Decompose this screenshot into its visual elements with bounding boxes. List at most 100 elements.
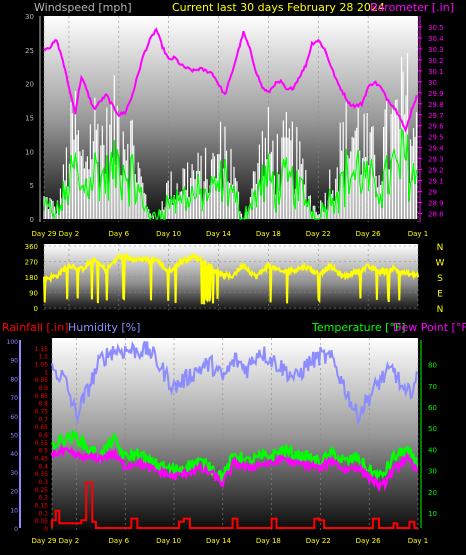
rainfall-tick-label: 0.85 (35, 393, 49, 400)
temperature-tick-label: 10 (428, 510, 437, 518)
humidity-axis-title: Humidity [%] (68, 321, 140, 334)
barometer-tick-label: 30.1 (428, 68, 444, 76)
rainfall-tick-label: 0.5 (38, 448, 48, 455)
temperature-tick-label: 50 (428, 425, 437, 433)
barometer-tick-label: 29.6 (428, 123, 444, 131)
barometer-tick-label: 29.4 (428, 145, 444, 153)
barometer-tick-label: 29.9 (428, 90, 444, 98)
rainfall-tick-label: 0.1 (38, 510, 48, 517)
temperature-line (51, 429, 419, 482)
rainfall-tick-label: 0.9 (38, 385, 48, 392)
temperature-tick-label: 70 (428, 383, 437, 391)
windspeed-tick-label: 30 (25, 13, 34, 21)
humidity-series (51, 340, 418, 427)
barometer-tick-label: 29.7 (428, 112, 444, 120)
barometer-tick-label: 29.1 (428, 178, 444, 186)
x-tick-label-bottom: Day 14 (206, 537, 232, 545)
humidity-tick-label: 70 (10, 395, 18, 402)
rainfall-tick-label: 0.65 (35, 424, 49, 431)
rainfall-axis-title: Rainfall [.in] (2, 321, 69, 334)
axis-tick-labels: 05101520253028.828.92929.129.229.329.429… (7, 13, 445, 545)
x-tick-label-top: Day 2 (59, 230, 80, 238)
temperature-tick-label: 80 (428, 362, 437, 370)
barometer-tick-label: 29.8 (428, 101, 444, 109)
x-tick-label-top: Day 1 (408, 230, 429, 238)
barometer-tick-label: 29.2 (428, 167, 444, 175)
rainfall-tick-label: 0.95 (35, 377, 49, 384)
humidity-tick-label: 10 (10, 507, 18, 514)
humidity-line (51, 340, 418, 427)
rainfall-tick-label: 0.35 (35, 471, 49, 478)
x-tick-label-top: Day 10 (156, 230, 181, 238)
barometer-tick-label: 28.8 (428, 211, 444, 219)
x-tick-label-bottom: Day 1 (408, 537, 429, 545)
direction-tick-label: 90 (29, 290, 38, 298)
windspeed-tick-label: 10 (25, 148, 34, 156)
windspeed-tick-label: 5 (30, 182, 34, 190)
dew-point-line (50, 442, 419, 493)
rainfall-tick-label: 0.55 (35, 440, 49, 447)
humidity-tick-label: 50 (10, 433, 18, 440)
rainfall-tick-label: 0.75 (35, 409, 49, 416)
x-tick-label-top: Day 22 (306, 230, 331, 238)
x-tick-label-top: Day 6 (109, 230, 130, 238)
temperature-axis-title: Temperature [°F] (311, 321, 406, 334)
humidity-tick-label: 30 (10, 470, 18, 477)
windspeed-axis-title: Windspeed [mph] (34, 1, 132, 14)
wind-direction-series (43, 251, 419, 305)
barometer-tick-label: 29 (428, 189, 437, 197)
humidity-tick-label: 80 (10, 376, 18, 383)
direction-compass-label: W (436, 259, 445, 269)
direction-compass-label: N (437, 305, 444, 315)
direction-tick-label: 0 (34, 305, 38, 313)
dew-point-axis-title: Dew Point [°F] (393, 321, 466, 334)
x-tick-label-bottom: Day 29 (32, 537, 57, 545)
rainfall-tick-label: 1.1 (38, 354, 48, 361)
windspeed-tick-label: 15 (25, 115, 34, 123)
barometer-tick-label: 30 (428, 79, 437, 87)
rainfall-tick-label: 1.15 (35, 346, 49, 353)
windspeed-tick-label: 0 (30, 216, 34, 224)
x-tick-label-bottom: Day 6 (109, 537, 130, 545)
rainfall-tick-label: 0.2 (38, 495, 48, 502)
x-tick-label-bottom: Day 22 (306, 537, 331, 545)
direction-tick-label: 270 (25, 259, 38, 267)
wind-gust-series (43, 127, 418, 221)
wind-gust-line (43, 127, 418, 221)
rainfall-tick-label: 0.25 (35, 487, 49, 494)
direction-compass-label: E (437, 290, 443, 300)
x-tick-label-bottom: Day 18 (256, 537, 281, 545)
barometer-line (43, 27, 418, 133)
barometer-series (43, 27, 418, 133)
rainfall-series (51, 481, 418, 529)
x-tick-label-top: Day 18 (256, 230, 281, 238)
dew-point-series (50, 442, 419, 493)
temperature-tick-label: 60 (428, 404, 437, 412)
humidity-tick-label: 90 (10, 358, 18, 365)
barometer-tick-label: 29.3 (428, 156, 444, 164)
x-tick-label-bottom: Day 10 (156, 537, 181, 545)
humidity-tick-label: 20 (10, 489, 18, 496)
barometer-tick-label: 30.2 (428, 57, 444, 65)
wind-direction-line (43, 251, 419, 305)
rainfall-tick-label: 1 (44, 369, 48, 376)
panel-temp-hum-bg (52, 338, 418, 530)
barometer-tick-label: 30.4 (428, 35, 444, 43)
temperature-tick-label: 20 (428, 489, 437, 497)
humidity-tick-label: 0 (14, 526, 18, 533)
direction-compass-label: N (437, 243, 444, 253)
x-tick-label-top: Day 14 (206, 230, 232, 238)
barometer-tick-label: 30.3 (428, 46, 444, 54)
rainfall-tick-label: 0.3 (38, 479, 48, 486)
rainfall-tick-label: 0.15 (35, 503, 49, 510)
rainfall-tick-label: 0.4 (38, 463, 48, 470)
temperature-series (51, 429, 419, 482)
x-tick-label-bottom: Day 26 (356, 537, 382, 545)
rainfall-tick-label: 1.05 (35, 362, 49, 369)
barometer-tick-label: 30.5 (428, 24, 444, 32)
rainfall-tick-label: 0.7 (38, 416, 48, 423)
x-tick-label-bottom: Day 2 (59, 537, 80, 545)
temperature-tick-label: 30 (428, 468, 437, 476)
